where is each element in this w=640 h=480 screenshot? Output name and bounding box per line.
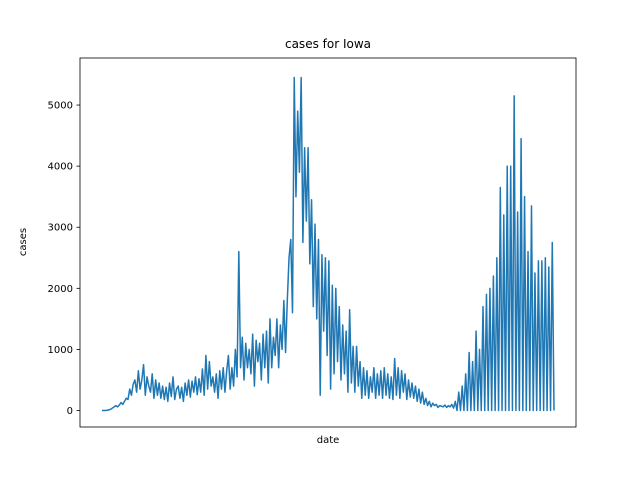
axes-frame — [79, 57, 577, 428]
y-tick-label: 2000 — [48, 284, 73, 295]
y-tick-label: 3000 — [48, 223, 73, 234]
x-axis-label: date — [317, 435, 340, 446]
y-tick-label: 1000 — [48, 345, 73, 356]
y-tick-label: 5000 — [48, 101, 73, 112]
y-axis-label: cases — [18, 228, 29, 256]
y-tick-label: 4000 — [48, 162, 73, 173]
y-tick-label: 0 — [67, 406, 73, 417]
series-line — [102, 76, 555, 412]
chart-title: cases for Iowa — [285, 37, 371, 51]
plot-area — [102, 76, 555, 412]
y-axis-ticks: 0 1000 2000 3000 4000 5000 — [48, 101, 80, 417]
